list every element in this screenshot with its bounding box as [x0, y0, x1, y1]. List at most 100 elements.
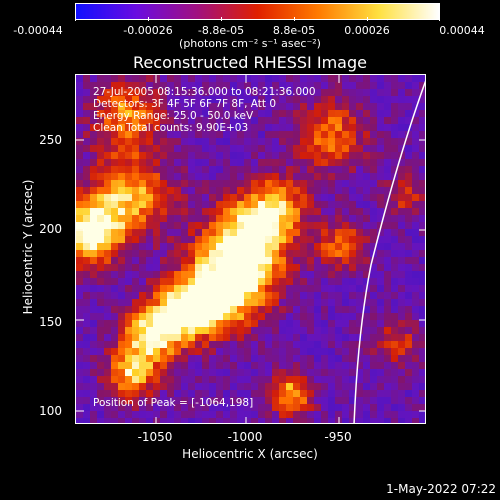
- image-pixel: [195, 320, 202, 327]
- image-pixel: [90, 355, 97, 362]
- image-pixel: [139, 376, 146, 383]
- image-pixel: [202, 229, 209, 236]
- image-pixel: [146, 264, 153, 271]
- image-pixel: [244, 194, 251, 201]
- image-pixel: [398, 96, 405, 103]
- image-pixel: [342, 159, 349, 166]
- image-pixel: [279, 299, 286, 306]
- image-pixel: [419, 411, 425, 418]
- image-pixel: [314, 236, 321, 243]
- image-pixel: [307, 152, 314, 159]
- image-pixel: [391, 187, 398, 194]
- image-pixel: [146, 362, 153, 369]
- image-pixel: [125, 187, 132, 194]
- image-pixel: [335, 166, 342, 173]
- image-pixel: [160, 180, 167, 187]
- image-pixel: [167, 313, 174, 320]
- image-pixel: [104, 201, 111, 208]
- image-pixel: [314, 103, 321, 110]
- image-pixel: [76, 152, 83, 159]
- image-pixel: [125, 306, 132, 313]
- image-pixel: [251, 299, 258, 306]
- image-pixel: [377, 187, 384, 194]
- image-pixel: [398, 159, 405, 166]
- image-pixel: [272, 362, 279, 369]
- image-pixel: [216, 299, 223, 306]
- image-pixel: [237, 341, 244, 348]
- image-pixel: [321, 334, 328, 341]
- image-pixel: [286, 243, 293, 250]
- image-pixel: [335, 369, 342, 376]
- image-pixel: [174, 187, 181, 194]
- image-pixel: [223, 278, 230, 285]
- image-pixel: [293, 355, 300, 362]
- image-pixel: [328, 278, 335, 285]
- image-pixel: [111, 418, 118, 423]
- image-pixel: [216, 75, 223, 82]
- image-pixel: [181, 320, 188, 327]
- image-pixel: [391, 313, 398, 320]
- image-pixel: [300, 173, 307, 180]
- image-pixel: [125, 327, 132, 334]
- image-pixel: [139, 390, 146, 397]
- image-pixel: [160, 250, 167, 257]
- image-pixel: [258, 145, 265, 152]
- image-pixel: [419, 285, 425, 292]
- image-pixel: [286, 292, 293, 299]
- image-pixel: [363, 362, 370, 369]
- image-pixel: [153, 306, 160, 313]
- image-pixel: [356, 355, 363, 362]
- image-pixel: [356, 376, 363, 383]
- image-pixel: [209, 75, 216, 82]
- image-pixel: [335, 250, 342, 257]
- image-pixel: [209, 166, 216, 173]
- image-pixel: [314, 292, 321, 299]
- y-axis-label: Heliocentric Y (arcsec): [21, 179, 35, 315]
- y-tick-label: 150: [39, 315, 62, 329]
- image-pixel: [328, 187, 335, 194]
- image-pixel: [363, 306, 370, 313]
- image-pixel: [363, 313, 370, 320]
- image-pixel: [223, 369, 230, 376]
- image-pixel: [223, 404, 230, 411]
- image-pixel: [202, 292, 209, 299]
- image-pixel: [321, 397, 328, 404]
- image-pixel: [97, 320, 104, 327]
- image-pixel: [160, 201, 167, 208]
- image-pixel: [188, 306, 195, 313]
- image-pixel: [188, 124, 195, 131]
- image-pixel: [230, 82, 237, 89]
- image-pixel: [118, 404, 125, 411]
- image-pixel: [195, 152, 202, 159]
- image-pixel: [244, 96, 251, 103]
- image-pixel: [181, 362, 188, 369]
- image-pixel: [153, 299, 160, 306]
- image-pixel: [370, 299, 377, 306]
- image-pixel: [279, 418, 286, 423]
- image-pixel: [328, 299, 335, 306]
- image-pixel: [412, 299, 419, 306]
- image-pixel: [209, 208, 216, 215]
- image-pixel: [125, 229, 132, 236]
- image-pixel: [412, 229, 419, 236]
- image-pixel: [153, 278, 160, 285]
- image-pixel: [419, 257, 425, 264]
- image-pixel: [384, 341, 391, 348]
- image-pixel: [307, 103, 314, 110]
- image-pixel: [181, 404, 188, 411]
- image-pixel: [300, 299, 307, 306]
- image-pixel: [174, 369, 181, 376]
- image-pixel: [223, 362, 230, 369]
- image-pixel: [300, 159, 307, 166]
- image-pixel: [132, 404, 139, 411]
- image-pixel: [377, 341, 384, 348]
- image-pixel: [384, 299, 391, 306]
- image-pixel: [104, 75, 111, 82]
- image-pixel: [202, 411, 209, 418]
- image-pixel: [412, 166, 419, 173]
- image-pixel: [181, 159, 188, 166]
- image-pixel: [391, 376, 398, 383]
- image-pixel: [314, 138, 321, 145]
- image-pixel: [230, 264, 237, 271]
- image-pixel: [202, 271, 209, 278]
